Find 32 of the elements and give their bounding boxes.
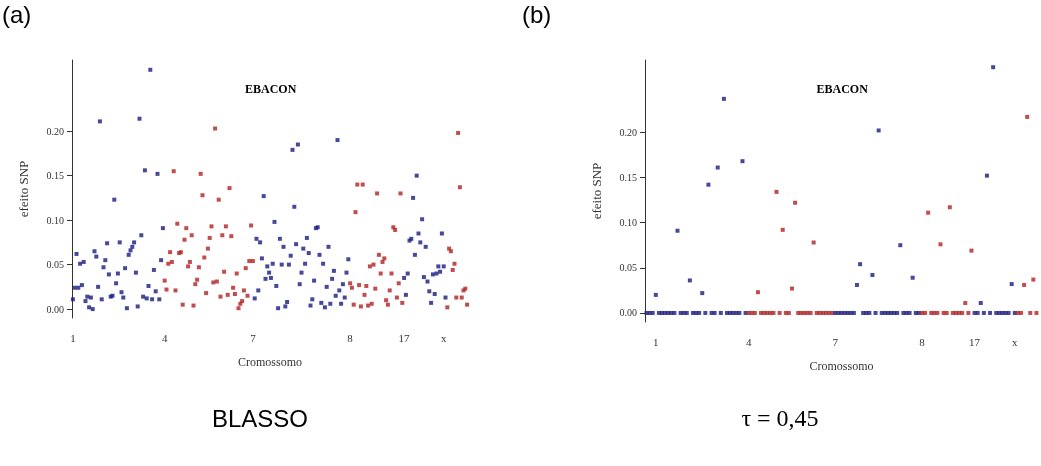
x-tick-label: 8 — [919, 335, 926, 348]
x-tick-label: 7 — [250, 331, 257, 344]
x-axis-title: Cromossomo — [237, 355, 303, 369]
x-tick-label: x — [440, 331, 447, 344]
text: (b) — [522, 0, 552, 28]
y-tick-label: 0.05 — [619, 262, 637, 274]
y-axis-title: efeito SNP — [16, 160, 31, 218]
x-tick-label: 4 — [161, 331, 168, 344]
x-tick-label: 7 — [832, 335, 839, 348]
text: BLASSO — [211, 404, 309, 432]
x-tick-label: 1 — [653, 335, 659, 348]
x-tick-label: x — [1012, 335, 1019, 348]
x-tick-label: 4 — [745, 335, 752, 348]
x-tick-label: 8 — [347, 331, 354, 344]
x-tick-label: 1 — [70, 331, 76, 344]
text: τ = 0,45 — [741, 405, 819, 431]
text: (a) — [2, 0, 32, 28]
y-tick-label: 0.15 — [619, 171, 637, 183]
y-tick-label: 0.20 — [619, 126, 637, 138]
x-axis-title: Cromossomo — [809, 359, 874, 373]
y-tick-label: 0.05 — [46, 259, 64, 271]
text: EBACON — [245, 82, 297, 96]
x-tick-label: 17 — [398, 331, 411, 344]
text: EBACON — [816, 82, 869, 96]
y-tick-label: 0.20 — [46, 125, 64, 137]
y-tick-label: 0.10 — [46, 214, 64, 226]
x-tick-label: 17 — [969, 335, 981, 348]
y-tick-label: 0.15 — [46, 170, 64, 182]
y-axis-title: efeito SNP — [589, 162, 604, 220]
y-tick-label: 0.10 — [619, 217, 637, 229]
y-tick-label: 0.00 — [619, 307, 637, 319]
y-tick-label: 0.00 — [46, 303, 64, 315]
